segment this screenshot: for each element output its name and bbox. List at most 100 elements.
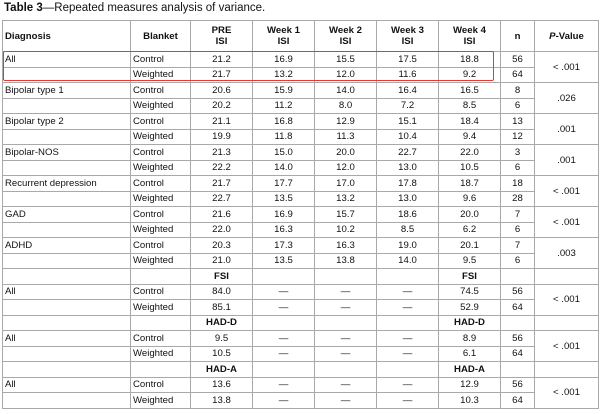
value-cell-pre: 20.3: [190, 237, 253, 254]
value-cell-w2: 16.3: [314, 237, 377, 254]
diagnosis-cell: GAD: [2, 206, 131, 223]
blanket-cell: Control: [130, 330, 191, 347]
blanket-cell: Control: [130, 206, 191, 223]
table-row: Weighted 13.8— — —10.3 64: [2, 392, 599, 409]
blanket-cell: Weighted: [130, 159, 191, 176]
value-cell-w3: 8.5: [376, 221, 439, 238]
value-cell-n: 64: [500, 66, 535, 83]
value-cell-w1: 17.7: [252, 175, 315, 192]
diagnosis-cell: Bipolar type 1: [2, 82, 131, 99]
anova-table: Diagnosis Blanket PRE ISI Week 1 ISI Week …: [2, 20, 599, 409]
diagnosis-cell-empty: [2, 345, 131, 362]
section-label-pre: HAD-D: [190, 314, 253, 331]
empty-cell: [130, 361, 191, 378]
p-value-cell: < .001: [534, 206, 599, 238]
value-cell-w1: 13.2: [252, 66, 315, 83]
value-cell-w3: —: [376, 330, 439, 347]
value-cell-w3: —: [376, 392, 439, 409]
empty-cell: [376, 268, 439, 285]
value-cell-w3: 14.0: [376, 252, 439, 269]
value-cell-pre: 21.7: [190, 66, 253, 83]
blanket-cell: Weighted: [130, 66, 191, 83]
blanket-cell: Weighted: [130, 345, 191, 362]
p-value-cell: < .001: [534, 51, 599, 83]
value-cell-w2: 13.2: [314, 190, 377, 207]
value-cell-pre: 21.1: [190, 113, 253, 130]
value-cell-w4: 6.2: [438, 221, 501, 238]
value-cell-n: 6: [500, 221, 535, 238]
value-cell-w1: —: [252, 345, 315, 362]
caption-text: —Repeated measures analysis of variance.: [42, 2, 266, 14]
value-cell-w4: 20.1: [438, 237, 501, 254]
value-cell-pre: 9.5: [190, 330, 253, 347]
p-value-cell: .001: [534, 144, 599, 176]
value-cell-n: 64: [500, 345, 535, 362]
p-value-cell: .026: [534, 82, 599, 114]
table-row: Weighted 22.2 14.0 12.0 13.0 10.5 6: [2, 159, 599, 176]
value-cell-w1: 17.3: [252, 237, 315, 254]
section-label-pre: HAD-A: [190, 361, 253, 378]
blanket-cell: Weighted: [130, 392, 191, 409]
value-cell-n: 7: [500, 237, 535, 254]
value-cell-w2: 13.8: [314, 252, 377, 269]
value-cell-n: 6: [500, 159, 535, 176]
value-cell-w3: 17.8: [376, 175, 439, 192]
value-cell-pre: 22.0: [190, 221, 253, 238]
value-cell-w3: 22.7: [376, 144, 439, 161]
p-value-cell: < .001: [534, 283, 599, 316]
table-row: ADHD Control 20.3 17.3 16.3 19.0 20.1 7.003: [2, 237, 599, 269]
value-cell-w1: 16.8: [252, 113, 315, 130]
value-cell-w1: 16.3: [252, 221, 315, 238]
empty-cell: [500, 314, 535, 331]
value-cell-n: 7: [500, 206, 535, 223]
value-cell-n: 6: [500, 252, 535, 269]
table-row: Bipolar type 2 Control 21.1 16.8 12.9 15.1 18.…: [2, 113, 599, 145]
value-cell-w2: 8.0: [314, 97, 377, 114]
value-cell-w4: 9.5: [438, 252, 501, 269]
value-cell-w4: 10.3: [438, 392, 501, 409]
section-header-row: FSI FSI: [2, 268, 599, 285]
value-cell-w4: 12.9: [438, 376, 501, 393]
value-cell-n: 28: [500, 190, 535, 207]
diagnosis-cell-empty: [2, 128, 131, 145]
value-cell-n: 8: [500, 82, 535, 99]
value-cell-n: 18: [500, 175, 535, 192]
value-cell-w3: 13.0: [376, 159, 439, 176]
value-cell-w1: 15.0: [252, 144, 315, 161]
table-row: Bipolar-NOS Control 21.3 15.0 20.0 22.7 22.0 3.…: [2, 144, 599, 176]
value-cell-w3: 13.0: [376, 190, 439, 207]
p-value-cell: .001: [534, 113, 599, 145]
value-cell-pre: 21.3: [190, 144, 253, 161]
blanket-cell: Control: [130, 283, 191, 300]
header-pre-line1: PRE: [211, 25, 232, 36]
value-cell-pre: 13.8: [190, 392, 253, 409]
value-cell-w2: 10.2: [314, 221, 377, 238]
diagnosis-cell-empty: [2, 392, 131, 409]
section-label-pre: FSI: [190, 268, 253, 285]
section-header-row: HAD-A HAD-A: [2, 361, 599, 378]
value-cell-w3: 17.5: [376, 51, 439, 68]
value-cell-w4: 8.5: [438, 97, 501, 114]
blanket-cell: Control: [130, 113, 191, 130]
table-row: Weighted 19.9 11.8 11.3 10.4 9.4 12: [2, 128, 599, 145]
value-cell-pre: 84.0: [190, 283, 253, 300]
caption-label: Table 3: [4, 2, 43, 14]
empty-cell: [2, 361, 131, 378]
value-cell-w2: 15.5: [314, 51, 377, 68]
header-pre: PRE ISI: [190, 20, 253, 52]
empty-cell: [314, 268, 377, 285]
value-cell-w2: 12.9: [314, 113, 377, 130]
header-week2-line2: ISI: [339, 36, 352, 47]
diagnosis-cell: All: [2, 283, 131, 300]
value-cell-w1: —: [252, 330, 315, 347]
value-cell-w2: 12.0: [314, 159, 377, 176]
value-cell-n: 56: [500, 51, 535, 68]
empty-cell: [314, 361, 377, 378]
table-row: All Control 21.2 16.9 15.5 17.5 18.8 56 < .001: [2, 51, 599, 83]
blanket-cell: Weighted: [130, 97, 191, 114]
value-cell-w1: 16.9: [252, 206, 315, 223]
header-diagnosis: Diagnosis: [2, 20, 131, 52]
value-cell-pre: 21.7: [190, 175, 253, 192]
value-cell-pre: 20.6: [190, 82, 253, 99]
table-caption: Table 3—Repeated measures analysis of va…: [4, 2, 265, 14]
